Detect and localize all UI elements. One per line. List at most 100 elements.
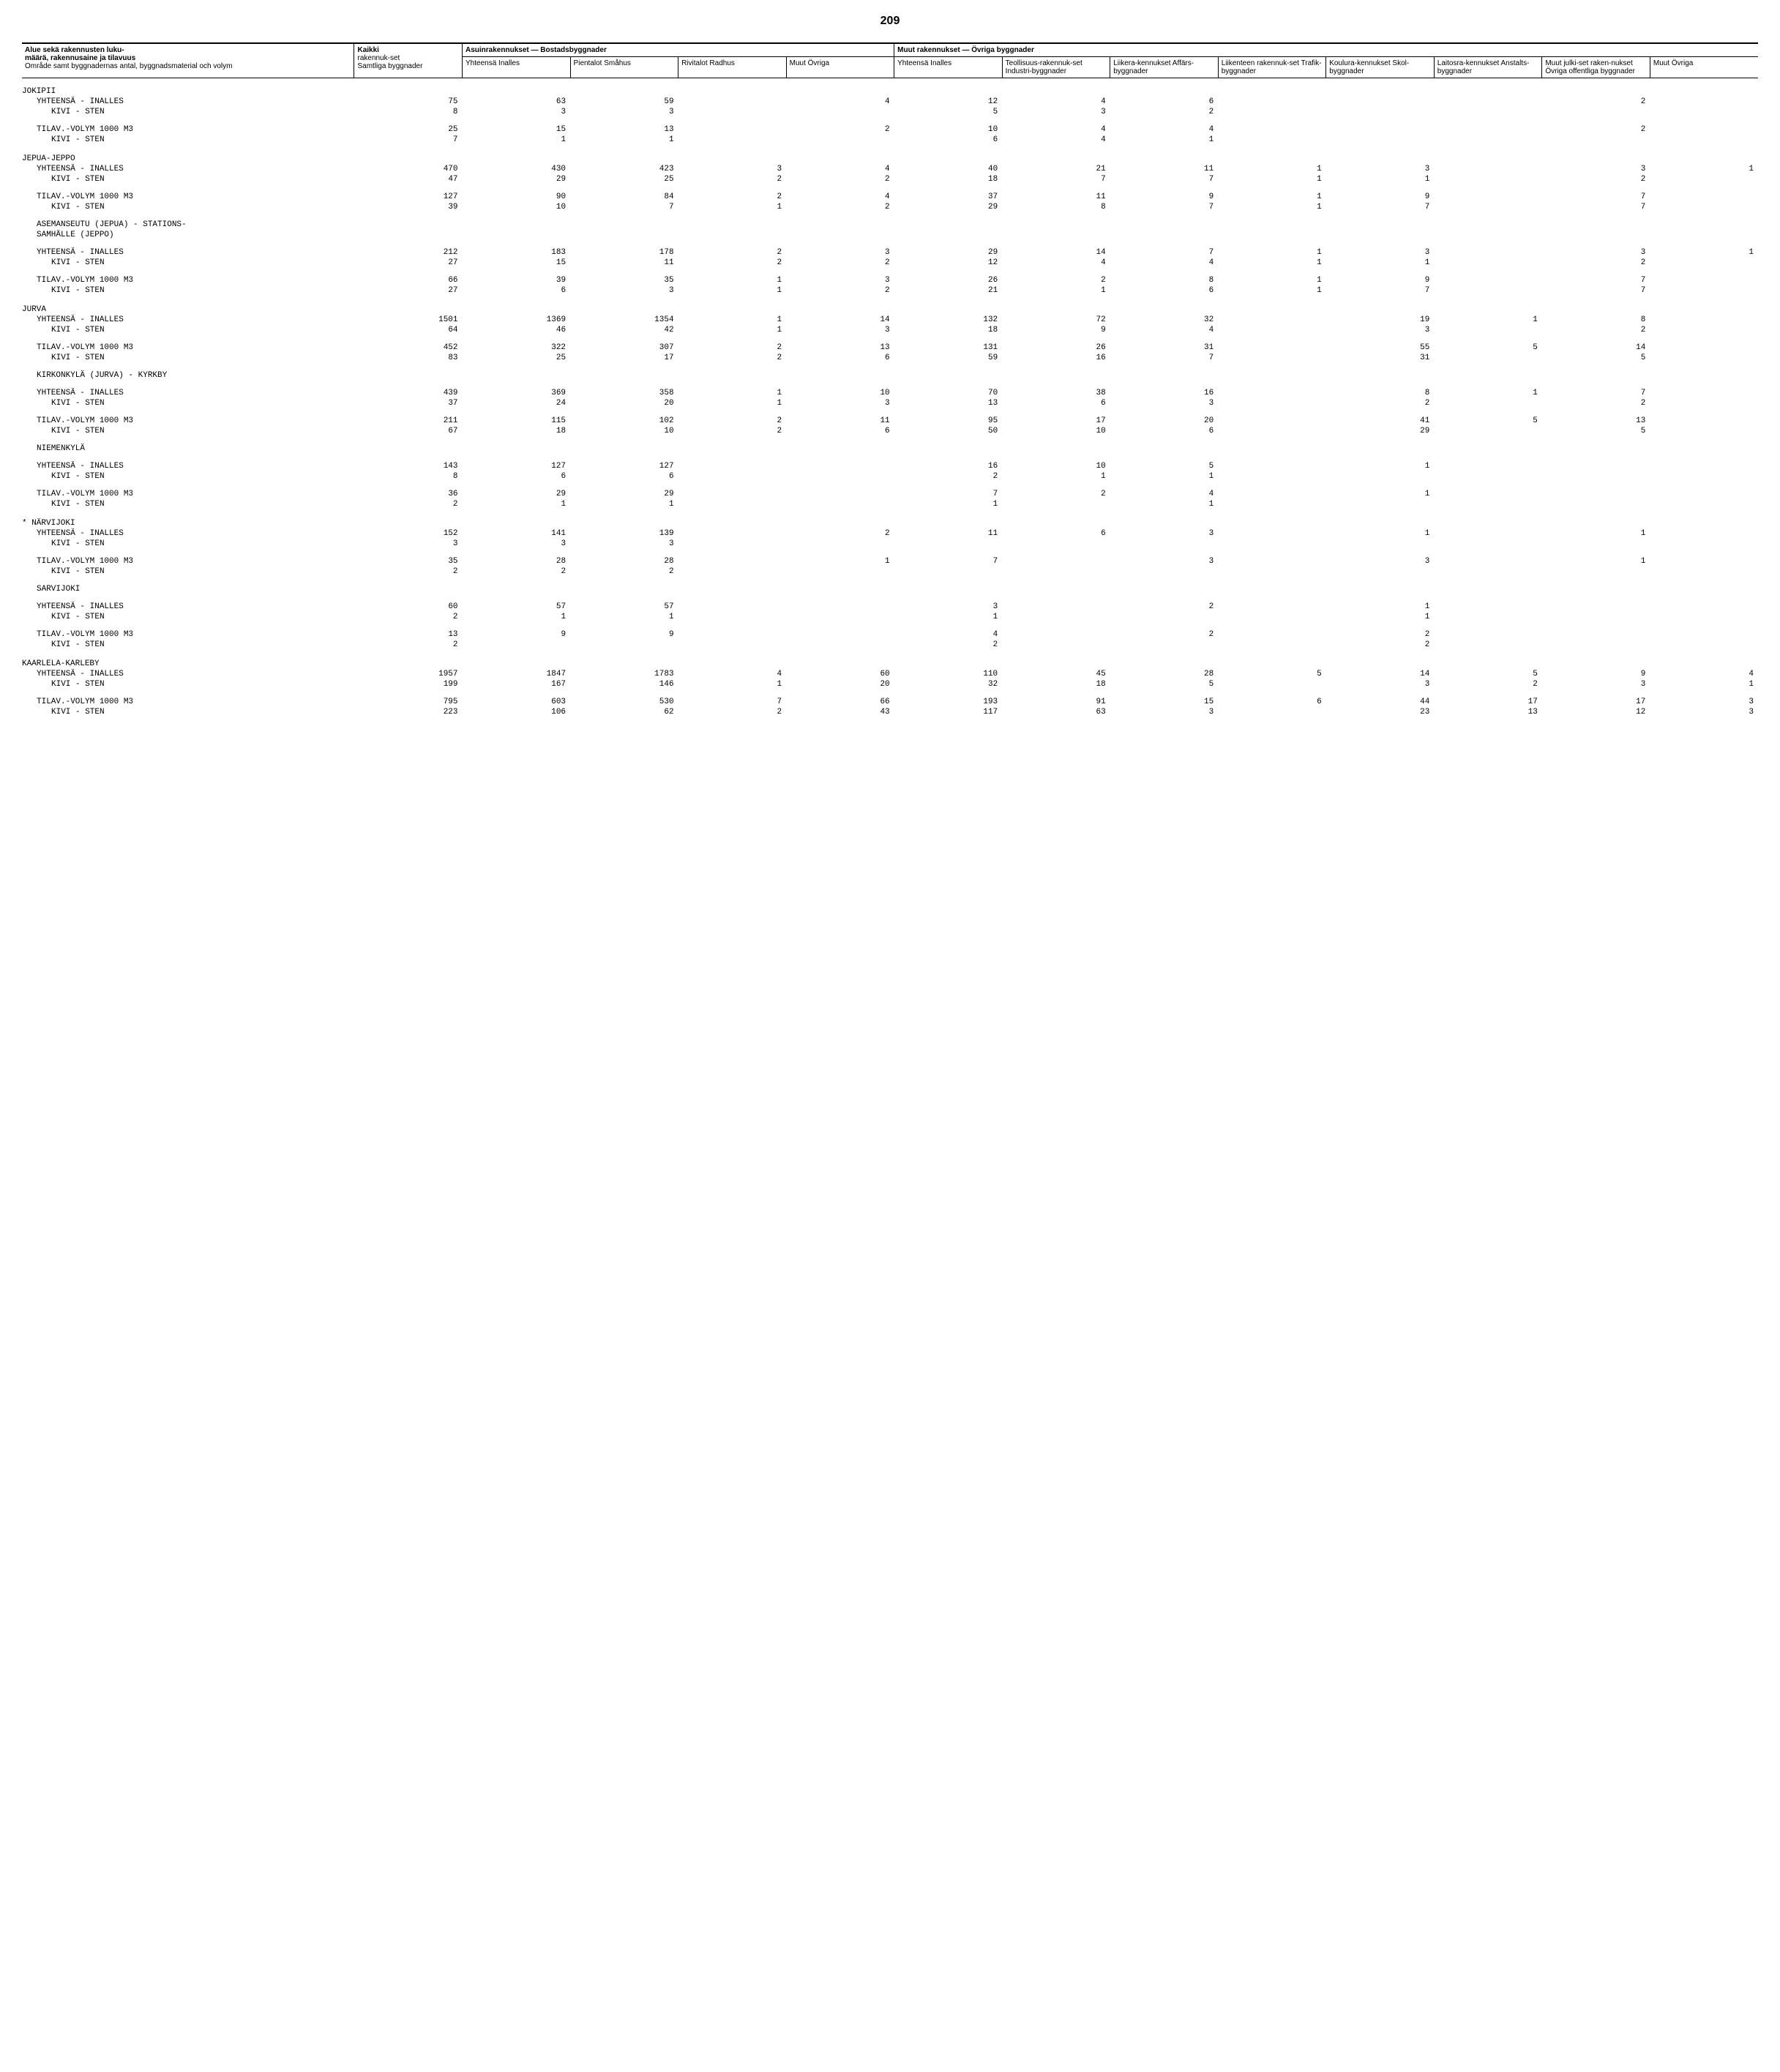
cell bbox=[1218, 97, 1326, 108]
cell: 20 bbox=[786, 680, 894, 690]
cell: 2 bbox=[894, 640, 1003, 651]
cell: 1369 bbox=[463, 315, 571, 326]
cell bbox=[1542, 78, 1650, 98]
cell bbox=[1650, 286, 1758, 296]
cell bbox=[1434, 296, 1542, 315]
row-label: TILAV.-VOLYM 1000 M3 bbox=[22, 343, 354, 354]
cell bbox=[678, 557, 787, 567]
cell bbox=[1002, 371, 1110, 381]
row-label: KIVI - STEN bbox=[22, 539, 354, 550]
table-row bbox=[22, 455, 1758, 462]
cell bbox=[1326, 510, 1435, 529]
cell: 2 bbox=[678, 354, 787, 364]
cell: 3 bbox=[1542, 248, 1650, 258]
cell: 11 bbox=[1110, 165, 1219, 175]
cell bbox=[786, 220, 894, 231]
row-label: YHTEENSÄ - INALLES bbox=[22, 389, 354, 399]
cell: 7 bbox=[1542, 203, 1650, 213]
cell: 6 bbox=[1110, 427, 1219, 437]
cell: 15 bbox=[463, 125, 571, 135]
cell: 24 bbox=[463, 399, 571, 409]
cell: 31 bbox=[1326, 354, 1435, 364]
header-pientalot: Pientalot Småhus bbox=[570, 57, 678, 78]
cell: 8 bbox=[354, 108, 463, 118]
cell: 7 bbox=[1110, 203, 1219, 213]
cell: 1 bbox=[570, 500, 678, 510]
cell: 14 bbox=[1326, 670, 1435, 680]
cell bbox=[1218, 343, 1326, 354]
cell: 29 bbox=[463, 175, 571, 185]
cell: 63 bbox=[1002, 708, 1110, 718]
cell bbox=[1542, 135, 1650, 146]
cell: 1 bbox=[1326, 462, 1435, 472]
header-liikera: Liikera-kennukset Affärs-byggnader bbox=[1110, 57, 1219, 78]
cell: 3 bbox=[1110, 708, 1219, 718]
cell bbox=[1542, 472, 1650, 482]
cell bbox=[1650, 389, 1758, 399]
cell bbox=[1326, 651, 1435, 670]
cell bbox=[786, 108, 894, 118]
cell: 3 bbox=[1110, 399, 1219, 409]
cell: 1957 bbox=[354, 670, 463, 680]
header-group-asuin: Asuinrakennukset — Bostadsbyggnader bbox=[463, 43, 894, 57]
cell bbox=[463, 585, 571, 595]
cell: 1 bbox=[463, 500, 571, 510]
statistics-table: Alue sekä rakennusten luku-määrä, rakenn… bbox=[22, 42, 1758, 718]
cell bbox=[1434, 203, 1542, 213]
cell bbox=[1110, 613, 1219, 623]
cell: 1 bbox=[786, 557, 894, 567]
cell bbox=[1218, 78, 1326, 98]
cell bbox=[678, 490, 787, 500]
header-muut-ovriga2: Muut Övriga bbox=[1650, 57, 1758, 78]
cell: 1 bbox=[570, 613, 678, 623]
cell bbox=[1434, 399, 1542, 409]
cell bbox=[1434, 427, 1542, 437]
table-row: KIVI - STEN472925221877112 bbox=[22, 175, 1758, 185]
cell: 9 bbox=[463, 630, 571, 640]
cell: 1 bbox=[1650, 680, 1758, 690]
cell bbox=[1650, 220, 1758, 231]
cell: 1 bbox=[570, 135, 678, 146]
cell bbox=[1434, 165, 1542, 175]
cell bbox=[786, 135, 894, 146]
cell: 5 bbox=[894, 108, 1003, 118]
cell: 4 bbox=[786, 192, 894, 203]
cell: 11 bbox=[570, 258, 678, 269]
cell: 423 bbox=[570, 165, 678, 175]
table-row: KIRKONKYLÄ (JURVA) - KYRKBY bbox=[22, 371, 1758, 381]
cell bbox=[1650, 640, 1758, 651]
cell: 4 bbox=[894, 630, 1003, 640]
cell bbox=[786, 78, 894, 98]
cell: 183 bbox=[463, 248, 571, 258]
cell: 1 bbox=[1110, 135, 1219, 146]
cell: 1 bbox=[1434, 389, 1542, 399]
cell: 21 bbox=[894, 286, 1003, 296]
table-row: KIVI - STEN21111 bbox=[22, 613, 1758, 623]
cell: 2 bbox=[354, 567, 463, 577]
cell: 1 bbox=[1434, 315, 1542, 326]
cell bbox=[1326, 539, 1435, 550]
cell bbox=[1434, 444, 1542, 455]
cell bbox=[1326, 220, 1435, 231]
cell bbox=[1434, 146, 1542, 165]
cell bbox=[678, 146, 787, 165]
cell bbox=[1326, 472, 1435, 482]
cell: 1 bbox=[1326, 258, 1435, 269]
cell bbox=[1218, 613, 1326, 623]
cell bbox=[463, 231, 571, 241]
cell: 40 bbox=[894, 165, 1003, 175]
page-number: 209 bbox=[22, 15, 1758, 28]
cell bbox=[463, 220, 571, 231]
cell: 2 bbox=[1110, 108, 1219, 118]
cell bbox=[1218, 602, 1326, 613]
cell: 2 bbox=[678, 427, 787, 437]
table-row: KIVI - STEN64464213189432 bbox=[22, 326, 1758, 336]
row-label: TILAV.-VOLYM 1000 M3 bbox=[22, 192, 354, 203]
cell: 7 bbox=[1326, 286, 1435, 296]
cell: 70 bbox=[894, 389, 1003, 399]
cell: 29 bbox=[1326, 427, 1435, 437]
cell: 26 bbox=[894, 276, 1003, 286]
cell: 1 bbox=[1218, 203, 1326, 213]
cell: 29 bbox=[463, 490, 571, 500]
cell bbox=[786, 630, 894, 640]
